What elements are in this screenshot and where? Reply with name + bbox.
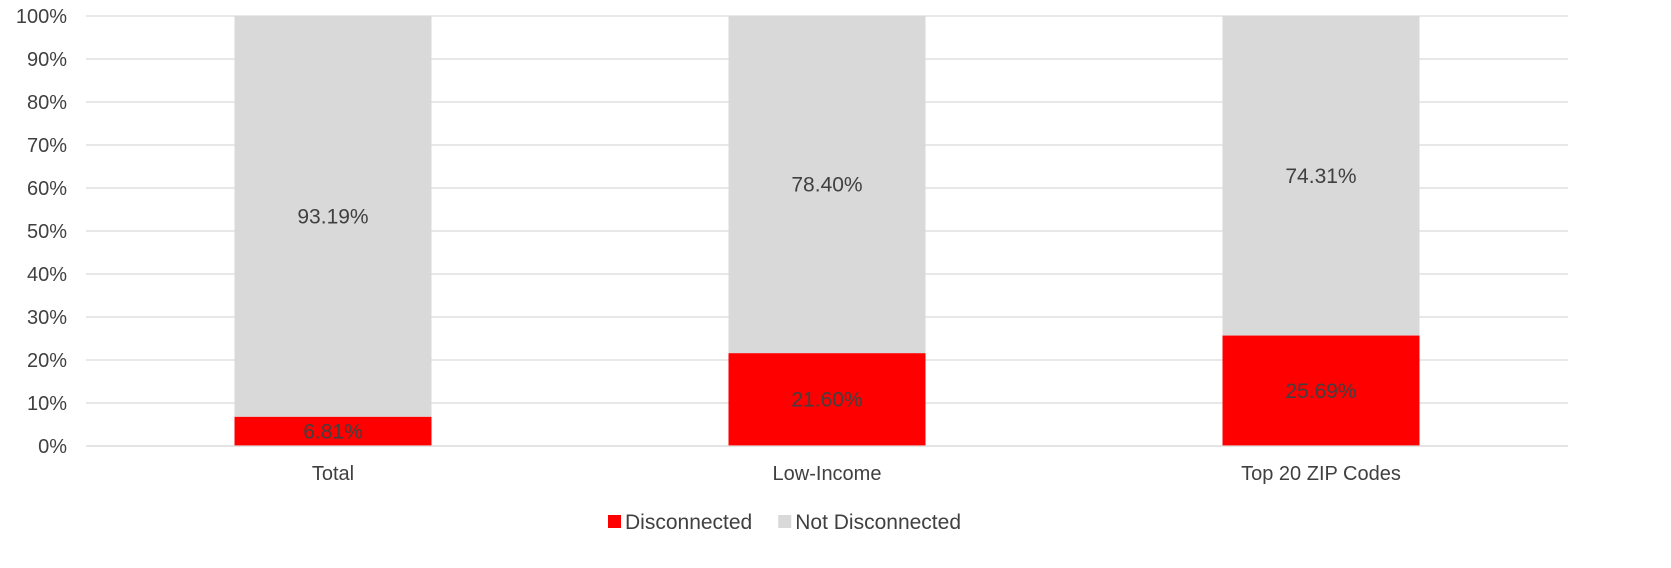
x-tick-label: Total xyxy=(312,463,354,485)
bar-segment xyxy=(234,16,432,417)
legend-swatch xyxy=(608,515,621,528)
y-axis-ticks: 0% 10% 20% 30% 40% 50% 60% 70% 80% 90% 100% xyxy=(16,6,67,458)
bar-segment xyxy=(728,353,926,446)
y-tick-label: 40% xyxy=(27,264,67,286)
y-tick-label: 60% xyxy=(27,178,67,200)
y-tick-label: 0% xyxy=(38,436,67,458)
data-labels: 6.81% 93.19% 21.60% 78.40% 25.69% 74.31% xyxy=(297,165,1356,444)
legend: Disconnected Not Disconnected xyxy=(608,511,961,534)
y-tick-label: 20% xyxy=(27,350,67,372)
x-axis-ticks: Total Low-Income Top 20 ZIP Codes xyxy=(86,445,1568,485)
bar-segment xyxy=(234,416,432,446)
data-label: 25.69% xyxy=(1285,380,1356,403)
data-label: 6.81% xyxy=(303,420,363,443)
y-tick-label: 10% xyxy=(27,393,67,415)
y-tick-label: 50% xyxy=(27,221,67,243)
y-tick-label: 100% xyxy=(16,6,67,28)
x-tick-label: Top 20 ZIP Codes xyxy=(1241,463,1401,485)
bar-segment xyxy=(1222,335,1420,446)
legend-swatch xyxy=(778,515,792,528)
data-label: 93.19% xyxy=(297,205,368,228)
y-tick-label: 80% xyxy=(27,92,67,114)
legend-label: Not Disconnected xyxy=(795,511,961,534)
bars xyxy=(234,16,1420,446)
data-label: 78.40% xyxy=(791,174,862,197)
y-tick-label: 90% xyxy=(27,49,67,71)
bar-segment xyxy=(1222,16,1420,336)
legend-label: Disconnected xyxy=(625,511,752,534)
y-tick-label: 70% xyxy=(27,135,67,157)
data-label: 21.60% xyxy=(791,389,862,412)
bar-segment xyxy=(728,16,926,354)
y-tick-label: 30% xyxy=(27,307,67,329)
data-label: 74.31% xyxy=(1285,165,1356,188)
x-tick-label: Low-Income xyxy=(773,463,882,485)
